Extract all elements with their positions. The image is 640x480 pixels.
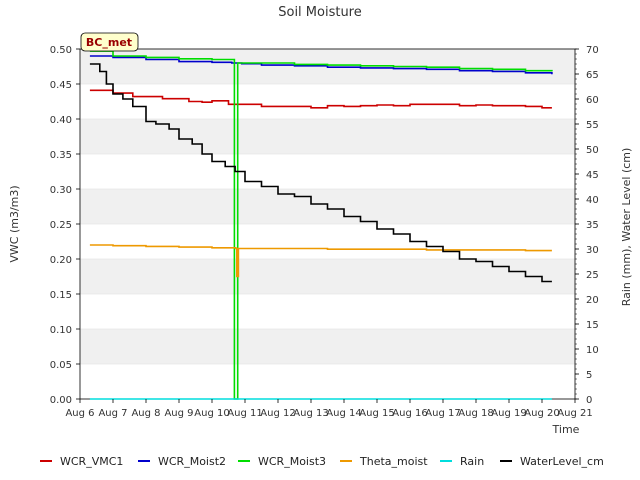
y-tick-label: 0.00 [50, 395, 72, 406]
x-tick-label: Aug 14 [326, 408, 361, 419]
y2-tick-label: 5 [586, 370, 592, 381]
plot-band [80, 154, 575, 189]
plot-band [80, 84, 575, 119]
x-tick-label: Aug 9 [164, 408, 193, 419]
legend-label: WaterLevel_cm [520, 454, 604, 468]
x-tick-label: Aug 19 [491, 408, 526, 419]
legend-item: WaterLevel_cm [500, 452, 604, 470]
x-tick-label: Aug 6 [65, 408, 94, 419]
legend-label: WCR_Moist2 [158, 454, 227, 468]
y-tick-label: 0.30 [50, 185, 72, 196]
legend-swatch [340, 460, 352, 462]
y2-tick-label: 15 [586, 320, 599, 331]
y2-tick-label: 35 [586, 220, 599, 231]
legend-label: WCR_Moist3 [258, 454, 327, 468]
x-tick-label: Aug 12 [260, 408, 295, 419]
x-tick-label: Aug 11 [227, 408, 262, 419]
x-tick-label: Aug 16 [392, 408, 427, 419]
legend-swatch [440, 460, 452, 462]
y2-tick-label: 40 [586, 195, 599, 206]
y-tick-label: 0.20 [50, 255, 72, 266]
series-line-wcr-vmc1 [89, 89, 552, 109]
y2-tick-label: 65 [586, 70, 599, 81]
x-tick-label: Aug 21 [557, 408, 592, 419]
series-layer [89, 50, 553, 400]
plot-band [80, 294, 575, 329]
x-tick-label: Aug 8 [131, 408, 160, 419]
y2-tick-label: 25 [586, 270, 599, 281]
y-tick-label: 0.05 [50, 360, 72, 371]
annotation-text: BC_met [86, 36, 132, 49]
legend: WCR_VMC1 WCR_Moist2 WCR_Moist3 Theta_moist R… [0, 452, 640, 470]
plot-band [80, 329, 575, 364]
chart-title: Soil Moisture [278, 5, 362, 20]
series-line-waterlevel-cm [89, 63, 552, 283]
legend-item: Theta_moist [340, 452, 428, 470]
x-tick-label: Aug 18 [458, 408, 493, 419]
y-tick-label: 0.50 [50, 45, 72, 56]
legend-item: WCR_Moist3 [238, 452, 326, 470]
y-tick-label: 0.35 [50, 150, 72, 161]
y-tick-label: 0.25 [50, 220, 72, 231]
y2-tick-label: 45 [586, 170, 599, 181]
y2-tick-label: 70 [586, 45, 599, 56]
y2-tick-label: 30 [586, 245, 599, 256]
y2-tick-label: 10 [586, 345, 599, 356]
series-line-theta-moist [89, 244, 552, 278]
y2-tick-label: 60 [586, 95, 599, 106]
station-annotation: BC_met [80, 32, 139, 52]
y-tick-label: 0.45 [50, 80, 72, 91]
y-axis-label: VWC (m3/m3) [8, 185, 21, 262]
legend-swatch [500, 460, 512, 462]
legend-item: WCR_Moist2 [138, 452, 226, 470]
y2-tick-label: 50 [586, 145, 599, 156]
y2-tick-label: 0 [586, 395, 592, 406]
x-tick-label: Aug 17 [425, 408, 460, 419]
series-line-wcr-moist2 [89, 55, 553, 75]
x-tick-label: Aug 10 [194, 408, 229, 419]
y2-tick-label: 55 [586, 120, 599, 131]
legend-item: WCR_VMC1 [40, 452, 123, 470]
axes-layer: 0.00 0.05 0.10 0.15 0.20 0.25 0.30 0.35 0.40 0.45… [50, 45, 599, 419]
legend-swatch [238, 460, 250, 462]
series-line-wcr-moist3 [89, 50, 553, 400]
plot-band [80, 364, 575, 399]
legend-swatch [40, 460, 52, 462]
plot-band [80, 259, 575, 294]
plot-band [80, 224, 575, 259]
legend-label: Theta_moist [360, 454, 428, 468]
x-tick-label: Aug 15 [359, 408, 394, 419]
plot-band [80, 119, 575, 154]
legend-label: WCR_VMC1 [60, 454, 124, 468]
y2-tick-label: 20 [586, 295, 599, 306]
y2-axis-label: Rain (mm), Water Level (cm) [620, 148, 633, 307]
legend-item: Rain [440, 452, 484, 470]
x-tick-label: Aug 7 [98, 408, 127, 419]
x-tick-label: Aug 13 [293, 408, 328, 419]
legend-label: Rain [460, 454, 485, 468]
legend-swatch [138, 460, 150, 462]
y-tick-label: 0.15 [50, 290, 72, 301]
plot-bands [80, 48, 575, 400]
x-tick-label: Aug 20 [524, 408, 559, 419]
y-tick-label: 0.10 [50, 325, 72, 336]
x-axis-label: Time [552, 423, 580, 436]
y-tick-label: 0.40 [50, 115, 72, 126]
